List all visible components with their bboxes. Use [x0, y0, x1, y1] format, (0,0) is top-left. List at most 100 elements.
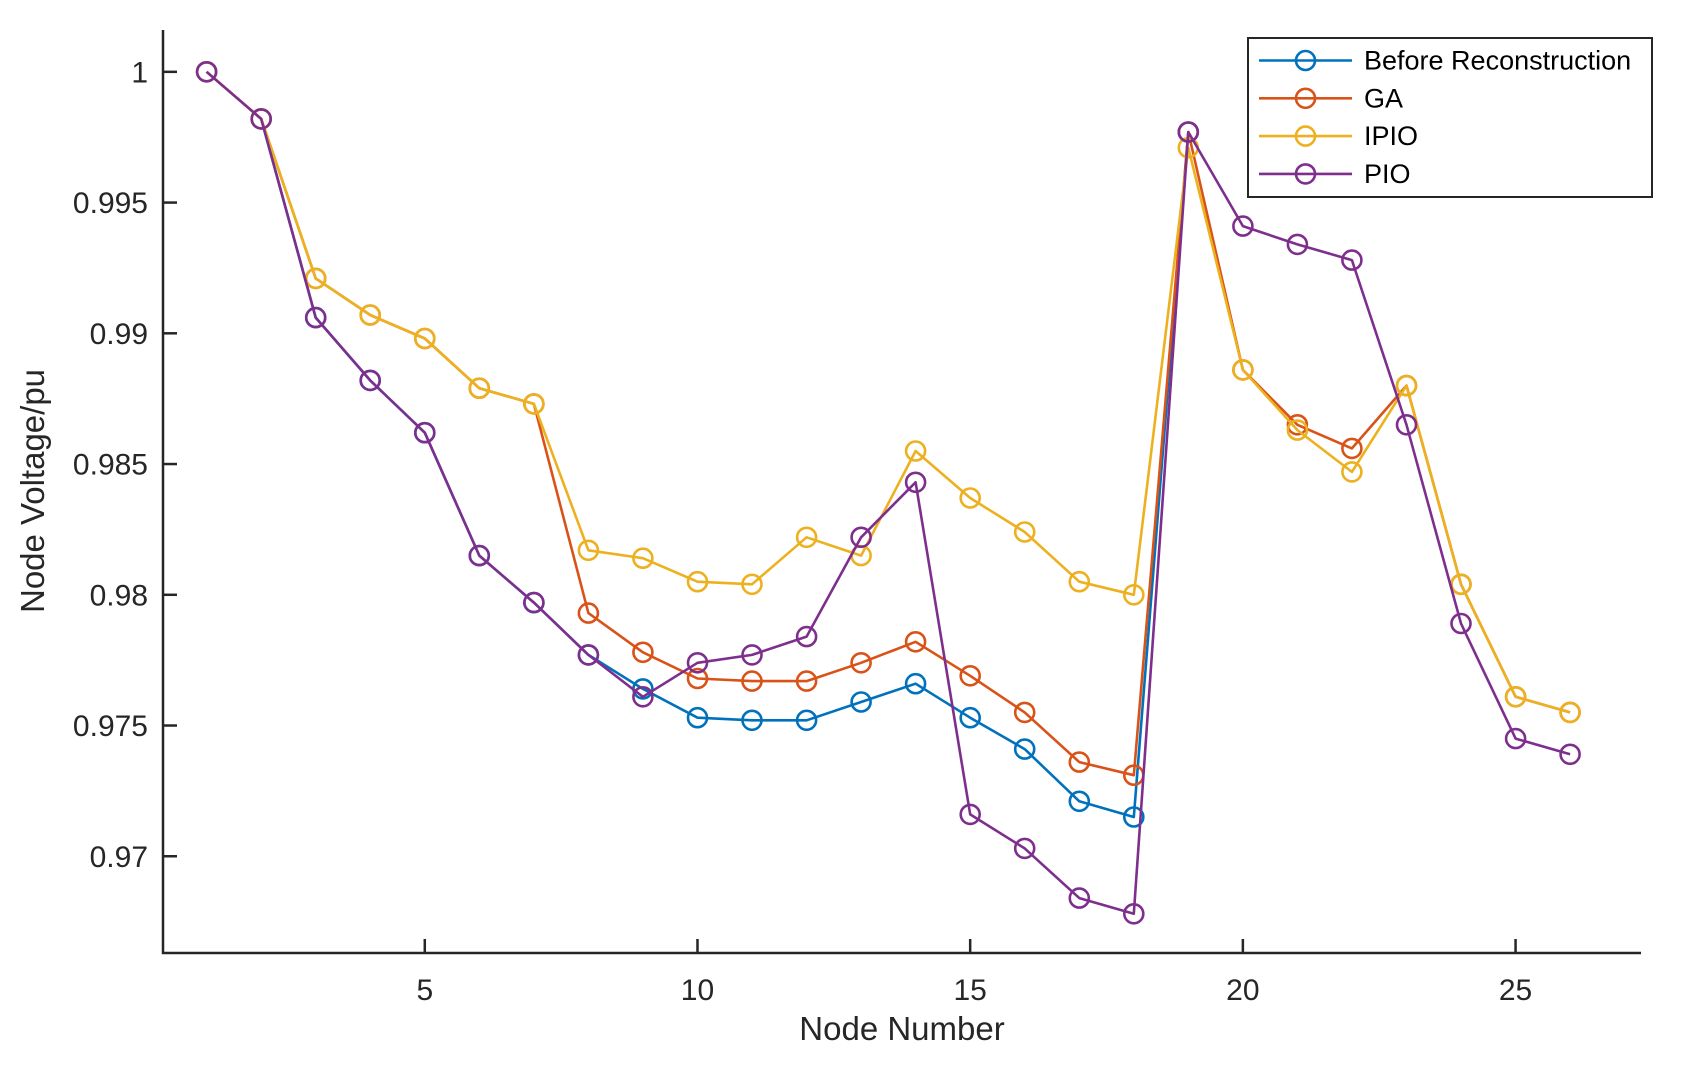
data-point-marker: [359, 304, 382, 326]
data-point-marker: [1068, 570, 1091, 593]
data-point-marker: [795, 709, 818, 732]
data-point-marker: [1286, 233, 1309, 256]
data-point-marker: [1559, 743, 1581, 766]
data-point-marker: [577, 644, 600, 666]
data-point-marker: [1068, 887, 1091, 909]
data-point-marker: [686, 667, 709, 690]
x-tick-label: 10: [681, 974, 714, 1007]
x-tick-label: 5: [416, 974, 433, 1007]
data-point-marker: [686, 651, 709, 674]
series-pio: [195, 61, 1581, 925]
y-tick-label: 0.995: [73, 187, 148, 220]
legend-label: GA: [1364, 83, 1403, 113]
data-point-marker: [468, 377, 491, 400]
legend-marker-sample: [1294, 125, 1317, 147]
data-point-marker: [1395, 413, 1418, 436]
y-tick-label: 0.99: [90, 318, 148, 351]
legend-label: Before Reconstruction: [1364, 46, 1631, 76]
data-point-marker: [1177, 121, 1200, 143]
data-point-marker: [632, 641, 654, 664]
data-point-marker: [304, 306, 327, 329]
data-point-marker: [1504, 685, 1527, 708]
data-point-marker: [1286, 419, 1309, 441]
x-tick-label: 20: [1226, 974, 1259, 1007]
legend: Before Reconstruction GA IPIO PIO: [1247, 37, 1653, 198]
data-point-marker: [686, 570, 709, 593]
data-point-marker: [1013, 701, 1036, 724]
data-point-marker: [904, 471, 927, 494]
series-line-ipio: [205, 70, 1571, 714]
data-point-marker: [1450, 612, 1472, 635]
data-point-marker: [686, 706, 709, 729]
data-point-marker: [413, 327, 436, 350]
data-point-marker: [741, 644, 763, 666]
data-point-marker: [1341, 249, 1363, 271]
data-point-marker: [795, 625, 818, 648]
data-point-marker: [1232, 215, 1254, 237]
data-point-marker: [1341, 437, 1363, 460]
legend-entry-before-reconstruction: Before Reconstruction: [1259, 46, 1631, 76]
data-point-marker: [1123, 806, 1145, 828]
data-point-marker: [1068, 790, 1091, 813]
x-tick-label: 25: [1499, 974, 1532, 1007]
data-point-marker: [523, 393, 545, 415]
data-point-marker: [359, 369, 382, 392]
legend-label: IPIO: [1364, 121, 1418, 151]
y-tick-label: 0.975: [73, 710, 148, 743]
legend-marker-sample: [1294, 163, 1317, 185]
data-point-marker: [959, 706, 982, 729]
data-point-marker: [1559, 701, 1581, 724]
data-point-marker: [468, 544, 491, 567]
data-point-marker: [632, 547, 654, 570]
data-point-marker: [1232, 359, 1254, 381]
data-point-marker: [632, 685, 654, 708]
data-point-marker: [959, 487, 982, 509]
y-tick-label: 1: [131, 56, 148, 89]
data-point-marker: [1123, 902, 1145, 925]
data-point-marker: [195, 61, 218, 83]
data-point-marker: [959, 803, 982, 826]
x-axis-label: Node Number: [799, 1010, 1004, 1047]
data-point-marker: [413, 421, 436, 444]
y-tick-label: 0.98: [90, 579, 148, 612]
y-tick-label: 0.97: [90, 841, 148, 874]
data-point-marker: [577, 539, 600, 562]
series-ipio: [195, 61, 1581, 724]
data-point-marker: [904, 630, 927, 653]
data-point-marker: [1068, 751, 1091, 773]
legend-entry-ipio: IPIO: [1259, 121, 1418, 151]
data-point-marker: [850, 691, 872, 713]
legend-label: PIO: [1364, 159, 1411, 189]
data-point-marker: [1123, 583, 1145, 606]
data-point-marker: [1286, 413, 1309, 436]
data-point-marker: [850, 651, 872, 674]
axis-lines: [161, 30, 1641, 955]
data-point-marker: [577, 602, 600, 624]
legend-entry-pio: PIO: [1259, 159, 1411, 189]
legend-entry-ga: GA: [1259, 83, 1403, 113]
data-point-marker: [904, 672, 927, 695]
data-point-marker: [795, 526, 818, 549]
y-axis-label: Node Voltage/pu: [14, 369, 51, 613]
legend-marker-sample: [1294, 49, 1317, 72]
data-point-marker: [1013, 837, 1036, 860]
x-tick-label: 15: [953, 974, 986, 1007]
data-point-marker: [1395, 374, 1418, 397]
y-tick-label: 0.985: [73, 449, 148, 482]
data-point-marker: [1013, 738, 1036, 760]
data-point-marker: [741, 573, 763, 596]
data-point-marker: [523, 591, 545, 614]
legend-marker-sample: [1294, 87, 1317, 110]
data-point-marker: [741, 709, 763, 732]
data-point-marker: [904, 440, 927, 462]
data-point-marker: [1013, 521, 1036, 543]
data-point-marker: [1341, 461, 1363, 483]
series-layer: [195, 61, 1581, 925]
data-point-marker: [795, 670, 818, 692]
data-point-marker: [250, 108, 273, 130]
data-point-marker: [959, 664, 982, 687]
data-point-marker: [850, 526, 872, 549]
